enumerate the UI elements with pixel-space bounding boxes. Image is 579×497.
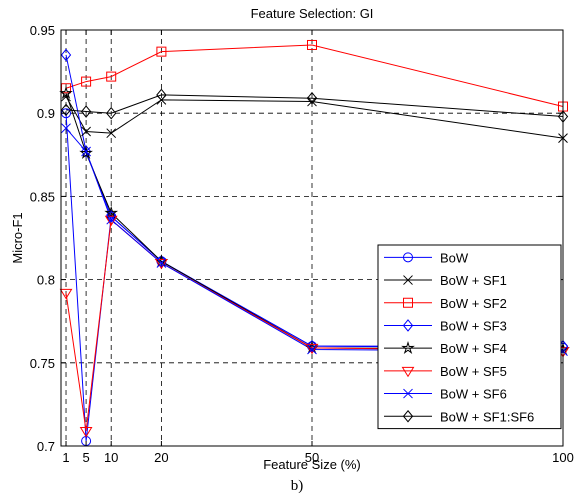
series-5-point xyxy=(79,145,93,159)
series-7-point xyxy=(61,123,71,134)
legend-swatch-marker xyxy=(402,409,414,423)
legend-swatch-marker xyxy=(401,340,415,354)
series-3-line xyxy=(65,44,564,108)
series-3-point xyxy=(307,39,317,50)
legend-swatch-marker xyxy=(401,366,415,378)
axis-ticks: 1 5 10 20 50 100 0.7 0.75 0.8 0.85 0.9 0.95 xyxy=(30,23,574,465)
legend-label: BoW + SF4 xyxy=(440,341,507,356)
y-tick-label: 0.8 xyxy=(37,273,55,288)
series-2-line xyxy=(65,96,564,139)
series-6-point xyxy=(155,258,168,270)
series-3-point xyxy=(81,76,92,87)
legend-label: BoW + SF6 xyxy=(440,387,507,402)
series-6-point xyxy=(104,215,118,227)
series-8-point xyxy=(306,91,318,105)
x-tick-label: 20 xyxy=(154,450,168,465)
legend-box xyxy=(377,244,562,430)
chart-title: Feature Selection: GI xyxy=(251,6,374,21)
legend-swatch-marker xyxy=(403,388,413,399)
series-7-point xyxy=(156,258,167,268)
series-7-point xyxy=(307,344,317,355)
series-8-line xyxy=(65,94,564,118)
series-3-point xyxy=(106,71,117,82)
series-4-point xyxy=(80,145,92,158)
series-3-point xyxy=(61,83,72,94)
series-6-point xyxy=(59,288,73,300)
x-tick-label: 100 xyxy=(552,450,574,465)
legend-label: BoW + SF5 xyxy=(440,364,507,379)
legend-label: BoW + SF1 xyxy=(440,273,507,288)
legend-swatch-marker xyxy=(402,319,414,332)
series-2-point xyxy=(106,128,117,139)
series-8-point xyxy=(60,103,72,117)
y-tick-label: 0.95 xyxy=(30,23,55,38)
legend-label: BoW + SF3 xyxy=(440,318,507,333)
legend-swatch-marker xyxy=(403,275,413,285)
series-2-point xyxy=(81,126,91,137)
y-tick-label: 0.9 xyxy=(37,106,55,121)
y-tick-label: 0.75 xyxy=(30,356,55,371)
x-tick-label: 50 xyxy=(305,450,319,465)
legend: BoW BoW + SF1 BoW + SF2 BoW + SF3 BoW + SF4 B… xyxy=(377,244,562,430)
x-tick-label: 10 xyxy=(104,450,118,465)
series-7-point xyxy=(81,146,91,157)
series-8-point xyxy=(80,105,92,118)
series-2-point xyxy=(307,96,317,107)
y-tick-label: 0.85 xyxy=(30,189,55,204)
series-6-point xyxy=(305,343,319,355)
series-6-point xyxy=(79,427,93,438)
y-axis-title: Micro-F1 xyxy=(10,212,25,263)
x-tick-label: 1 xyxy=(62,450,69,465)
x-tick-label: 5 xyxy=(82,450,89,465)
series-4-point xyxy=(60,48,72,62)
series-4-point xyxy=(106,210,117,223)
x-axis-title: Feature Size (%) xyxy=(263,457,361,472)
y-tick-label: 0.7 xyxy=(37,439,55,454)
series-3-point xyxy=(156,46,167,57)
series-8-point xyxy=(156,88,167,102)
series-5-point xyxy=(104,205,119,219)
series-7-point xyxy=(106,214,117,225)
legend-label: BoW xyxy=(440,250,469,265)
legend-label: BoW + SF2 xyxy=(440,296,507,311)
legend-swatch-marker xyxy=(403,252,413,263)
legend-swatch-marker xyxy=(403,297,413,308)
legend-label: BoW + SF1:SF6 xyxy=(440,409,534,424)
figure-caption: b) xyxy=(291,478,304,494)
series-5-point xyxy=(59,86,73,100)
series-8-point xyxy=(106,106,117,120)
